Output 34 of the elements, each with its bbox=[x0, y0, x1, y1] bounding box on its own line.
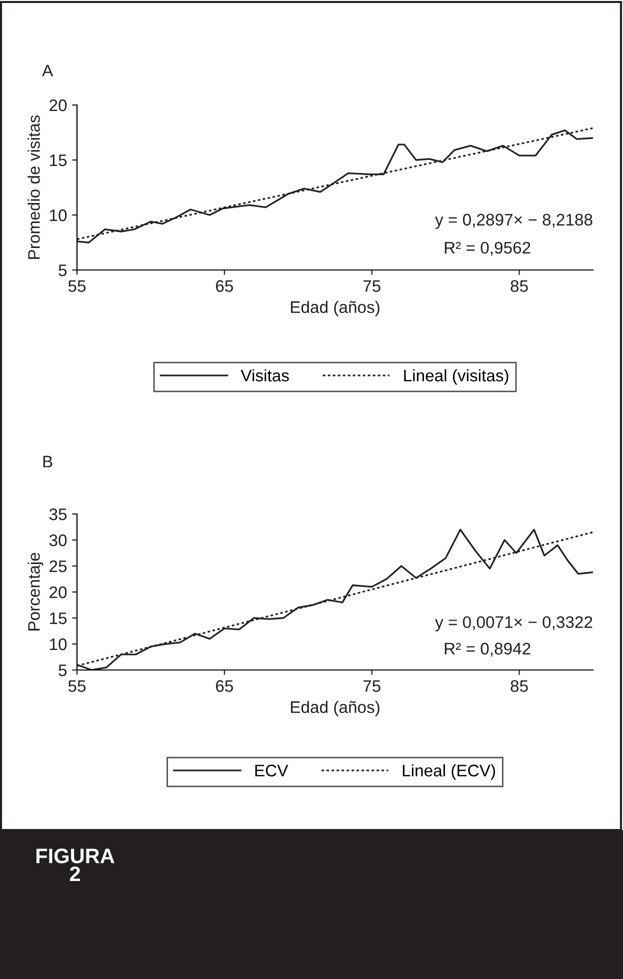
y-axis-title: Porcentaje bbox=[28, 552, 44, 630]
annotation: y = 0,0071× − 0,3322 bbox=[435, 616, 592, 632]
y-tick-label: 5 bbox=[58, 264, 67, 276]
x-tick-label: 65 bbox=[216, 680, 233, 692]
chart-title: B bbox=[43, 456, 52, 468]
x-tick-label: 85 bbox=[510, 280, 528, 292]
text: FIGURA 2 bbox=[36, 848, 114, 882]
x-axis-title: Edad (años) bbox=[290, 300, 380, 316]
legend-label: ECV bbox=[255, 764, 288, 776]
y-tick-label: 20 bbox=[50, 586, 67, 598]
y-tick-label: 15 bbox=[50, 612, 67, 624]
legend-label: Lineal (ECV) bbox=[402, 764, 496, 780]
y-tick-label: 25 bbox=[50, 560, 67, 572]
annotation: R² = 0,8942 bbox=[444, 642, 530, 657]
y-tick-label: 10 bbox=[50, 209, 67, 222]
x-tick-label: 75 bbox=[363, 280, 380, 292]
y-tick-label: 30 bbox=[49, 534, 67, 546]
x-tick-label: 65 bbox=[216, 280, 233, 292]
y-axis-title: Promedio de visitas bbox=[28, 115, 40, 259]
x-tick-label: 55 bbox=[68, 280, 86, 292]
annotation: R² = 0,9562 bbox=[444, 242, 530, 256]
legend-label: Visitas bbox=[240, 369, 289, 382]
x-tick-label: 55 bbox=[68, 680, 86, 692]
legend-label: Lineal (visitas) bbox=[404, 369, 508, 385]
annotation: y = 0,2897× − 8,2188 bbox=[435, 214, 592, 229]
y-tick-label: 20 bbox=[50, 99, 67, 112]
y-tick-label: 35 bbox=[49, 508, 67, 520]
y-tick-label: 5 bbox=[58, 664, 67, 676]
y-tick-label: 15 bbox=[50, 154, 67, 166]
x-tick-label: 75 bbox=[363, 680, 380, 692]
x-tick-label: 85 bbox=[510, 680, 528, 692]
y-tick-label: 10 bbox=[50, 638, 67, 650]
x-axis-title: Edad (años) bbox=[290, 700, 380, 716]
chart-title: A bbox=[42, 64, 54, 76]
